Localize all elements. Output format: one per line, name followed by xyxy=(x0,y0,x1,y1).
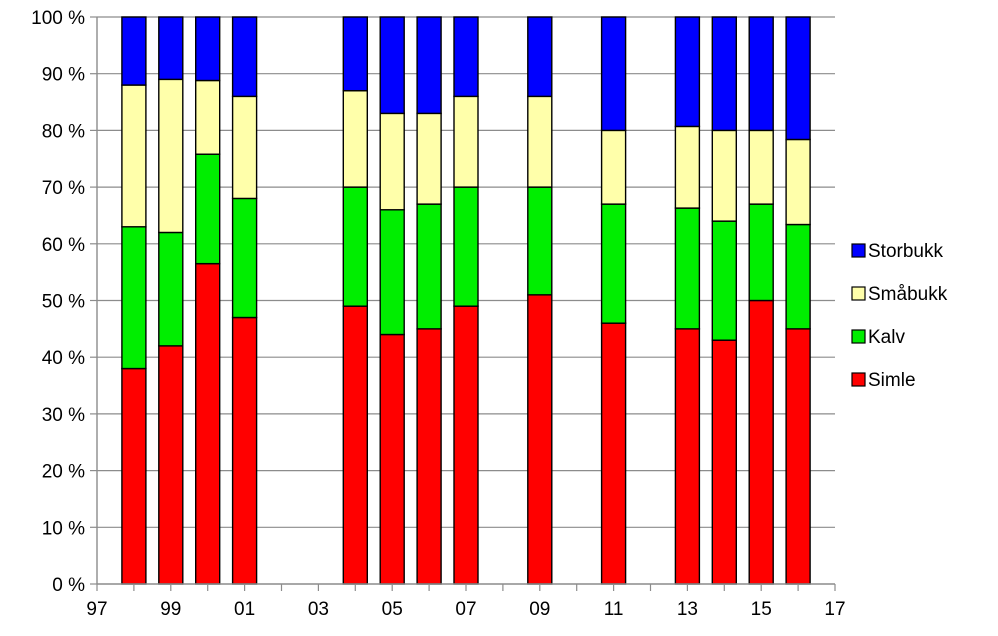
bar-segment-kalv-2009 xyxy=(527,186,553,296)
bar-segment-smbukk-1998 xyxy=(121,84,147,228)
legend-label: Storbukk xyxy=(868,241,943,262)
bar-segment-simle-2004 xyxy=(342,305,368,585)
bar-segment-kalv-2000 xyxy=(194,153,221,265)
bar-segment-simle-2005 xyxy=(379,333,405,585)
legend-label: Kalv xyxy=(868,327,905,348)
bars xyxy=(121,16,811,585)
x-tick-label: 09 xyxy=(529,599,550,620)
y-tick-label: 90 % xyxy=(42,65,85,86)
bar-segment-storbukk-2000 xyxy=(194,16,221,82)
legend-label: Småbukk xyxy=(868,284,948,305)
bar-segment-simle-2011 xyxy=(600,322,627,585)
bar-segment-storbukk-2009 xyxy=(527,16,553,98)
bar-segment-smbukk-2004 xyxy=(342,90,368,188)
bar-segment-storbukk-2015 xyxy=(748,16,774,132)
bar-segment-storbukk-2004 xyxy=(342,16,368,92)
bar-segment-smbukk-2001 xyxy=(231,95,258,200)
x-tick-label: 07 xyxy=(455,599,476,620)
y-tick-label: 60 % xyxy=(42,235,85,256)
bar-segment-simle-2000 xyxy=(194,262,221,585)
x-tick-label: 97 xyxy=(86,599,107,620)
bar-segment-kalv-2014 xyxy=(711,220,737,341)
bar-segment-storbukk-2007 xyxy=(453,16,479,98)
bar-segment-storbukk-2011 xyxy=(600,16,627,132)
bar-segment-storbukk-2013 xyxy=(674,16,701,128)
bar-segment-smbukk-2016 xyxy=(785,138,811,226)
y-tick-label: 80 % xyxy=(42,121,85,142)
y-tick-label: 30 % xyxy=(42,405,85,426)
bar-segment-kalv-2007 xyxy=(453,186,479,307)
bar-segment-smbukk-2007 xyxy=(453,95,479,188)
bar-segment-storbukk-2001 xyxy=(231,16,258,98)
bar-segment-kalv-2016 xyxy=(785,223,811,330)
x-tick-label: 17 xyxy=(824,599,845,620)
bar-segment-smbukk-2006 xyxy=(416,112,442,205)
bar-segment-smbukk-2000 xyxy=(194,79,221,155)
bar-segment-storbukk-2016 xyxy=(785,16,811,141)
bar-segment-simle-2007 xyxy=(453,305,479,585)
x-tick-label: 05 xyxy=(382,599,403,620)
y-tick-label: 100 % xyxy=(31,8,85,29)
bar-segment-smbukk-2009 xyxy=(527,95,553,188)
bar-segment-smbukk-2015 xyxy=(748,129,774,205)
bar-segment-kalv-2004 xyxy=(342,186,368,307)
bar-segment-storbukk-2006 xyxy=(416,16,442,115)
legend-swatch-smbukk xyxy=(851,286,866,301)
bar-segment-kalv-2013 xyxy=(674,207,701,330)
bar-segment-storbukk-1998 xyxy=(121,16,147,86)
x-tick-label: 03 xyxy=(308,599,329,620)
legend: Storbukk Småbukk Kalv Simle xyxy=(851,241,948,391)
bar-segment-simle-2006 xyxy=(416,328,442,585)
bar-segment-kalv-2015 xyxy=(748,203,774,302)
bar-segment-simle-1999 xyxy=(158,345,184,585)
bar-segment-simle-1998 xyxy=(121,367,147,585)
bar-segment-storbukk-2014 xyxy=(711,16,737,132)
bar-segment-simle-2015 xyxy=(748,299,774,585)
bar-segment-kalv-2011 xyxy=(600,203,627,324)
x-tick-label: 11 xyxy=(604,599,624,620)
y-tick-labels: 0 % 10 % 20 % 30 % 40 % 50 % 60 % 70 % 80 % 90 % 1… xyxy=(31,8,85,596)
bar-segment-kalv-1999 xyxy=(158,231,184,347)
bar-segment-smbukk-2011 xyxy=(600,129,627,205)
bar-segment-simle-2009 xyxy=(527,294,553,585)
x-tick-labels: 97 99 01 03 05 07 09 11 13 15 17 xyxy=(86,599,845,620)
x-tick-label: 15 xyxy=(751,599,772,620)
y-tick-label: 70 % xyxy=(42,178,85,199)
bar-segment-simle-2016 xyxy=(785,328,811,585)
y-tick-label: 50 % xyxy=(42,292,85,313)
y-tick-label: 40 % xyxy=(42,348,85,369)
bar-segment-storbukk-2005 xyxy=(379,16,405,115)
legend-swatch-simle xyxy=(851,372,866,387)
bar-segment-kalv-2005 xyxy=(379,209,405,336)
x-tick-label: 01 xyxy=(234,599,255,620)
y-tick-label: 20 % xyxy=(42,462,85,483)
bar-segment-kalv-2006 xyxy=(416,203,442,330)
bar-segment-kalv-1998 xyxy=(121,226,147,370)
bar-segment-smbukk-2005 xyxy=(379,112,405,211)
bar-segment-kalv-2001 xyxy=(231,197,258,319)
y-tick-label: 0 % xyxy=(52,575,85,596)
bar-segment-simle-2014 xyxy=(711,339,737,585)
bar-segment-storbukk-1999 xyxy=(158,16,184,81)
legend-swatch-kalv xyxy=(851,329,866,344)
bar-segment-smbukk-2014 xyxy=(711,129,737,222)
x-tick-label: 99 xyxy=(160,599,181,620)
x-tick-label: 13 xyxy=(677,599,698,620)
legend-label: Simle xyxy=(868,370,916,391)
bar-segment-smbukk-2013 xyxy=(674,125,701,209)
bar-segment-simle-2013 xyxy=(674,328,701,585)
axes xyxy=(90,16,836,591)
bar-segment-simle-2001 xyxy=(231,316,258,585)
y-tick-label: 10 % xyxy=(42,518,85,539)
legend-swatch-storbukk xyxy=(851,243,866,258)
bar-segment-smbukk-1999 xyxy=(158,78,184,234)
